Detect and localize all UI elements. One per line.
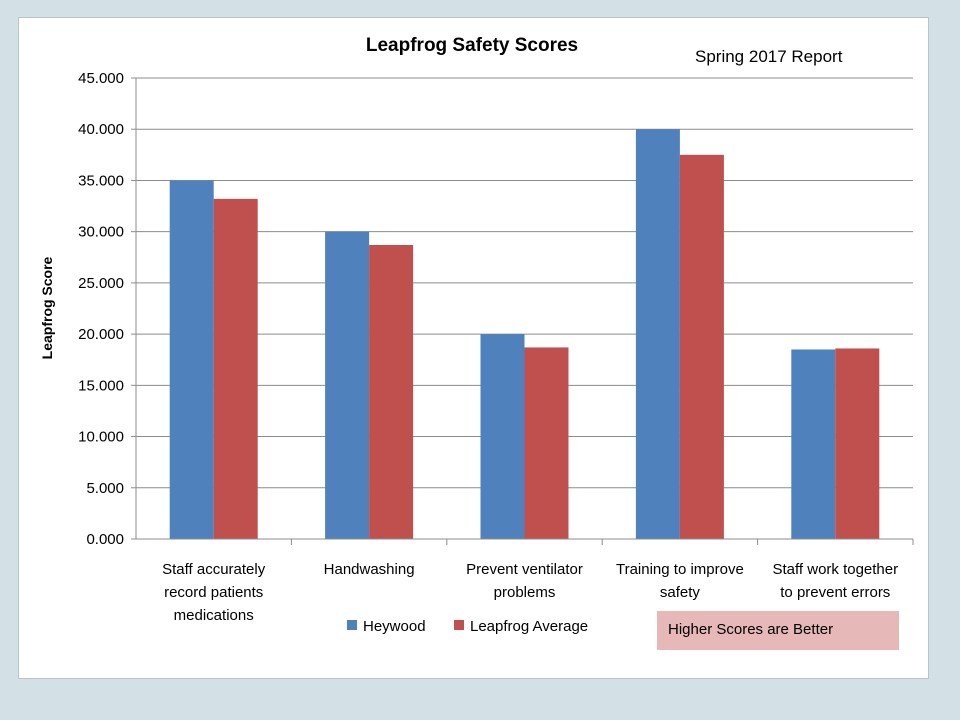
legend-label: Heywood: [363, 618, 426, 635]
chart-subtitle: Spring 2017 Report: [695, 47, 843, 66]
y-tick-label: 20.000: [78, 326, 124, 343]
x-category-label-line: Staff work together: [772, 561, 898, 578]
gridlines: [136, 77, 913, 489]
bar-leapfrog-average: [369, 244, 414, 540]
y-tick-label: 25.000: [78, 275, 124, 292]
bar-heywood: [480, 334, 525, 539]
legend-swatch: [454, 620, 464, 630]
bar-leapfrog-average: [835, 348, 880, 539]
bar-leapfrog-average: [213, 198, 258, 539]
note-text: Higher Scores are Better: [668, 621, 833, 638]
x-category-label-line: Staff accurately: [162, 561, 266, 578]
y-tick-label: 0.000: [86, 531, 124, 548]
chart-title: Leapfrog Safety Scores: [366, 35, 578, 56]
bar-heywood: [169, 180, 214, 539]
bars: [169, 129, 880, 540]
note-box: [657, 611, 899, 650]
x-category-label-line: medications: [174, 607, 254, 624]
x-category-label: Staff work together to prevent errors: [772, 561, 898, 601]
legend-swatch: [347, 620, 357, 630]
y-tick-label: 15.000: [78, 377, 124, 394]
bar-leapfrog-average: [524, 347, 569, 539]
y-tick-label: 40.000: [78, 121, 124, 138]
x-category-label-line: to prevent errors: [780, 584, 890, 601]
bar-heywood: [635, 129, 680, 539]
x-category-label-line: safety: [660, 584, 701, 601]
y-tick-label: 10.000: [78, 429, 124, 446]
x-category-label-line: problems: [494, 584, 556, 601]
y-axis-title: Leapfrog Score: [39, 256, 55, 359]
y-tick-label: 35.000: [78, 172, 124, 189]
y-tick-label: 45.000: [78, 70, 124, 87]
bar-heywood: [325, 231, 370, 539]
y-tick-label: 5.000: [86, 480, 124, 497]
chart-frame: Leapfrog Safety Scores Spring 2017 Repor…: [18, 17, 929, 679]
note: Higher Scores are Better: [657, 611, 899, 650]
x-category-label: Staff accurately record patients medicatio…: [162, 561, 266, 624]
x-category-label-line: Prevent ventilator: [466, 561, 583, 578]
x-category-label-line: Training to improve: [616, 561, 744, 578]
x-category-label-line: record patients: [164, 584, 263, 601]
axes: 0.000 5.000 10.000 15.000 20.000 25.000 30.000…: [78, 70, 914, 624]
x-category-label: Handwashing: [324, 561, 415, 578]
x-category-label: Training to improve safety: [616, 561, 744, 601]
y-tick-label: 30.000: [78, 224, 124, 241]
x-category-label: Prevent ventilator problems: [466, 561, 583, 601]
bar-chart: Leapfrog Safety Scores Spring 2017 Repor…: [39, 35, 914, 650]
x-category-label-line: Handwashing: [324, 561, 415, 578]
legend: Heywood Leapfrog Average: [347, 618, 588, 635]
bar-heywood: [791, 349, 836, 539]
bar-leapfrog-average: [679, 154, 724, 540]
legend-label: Leapfrog Average: [470, 618, 588, 635]
